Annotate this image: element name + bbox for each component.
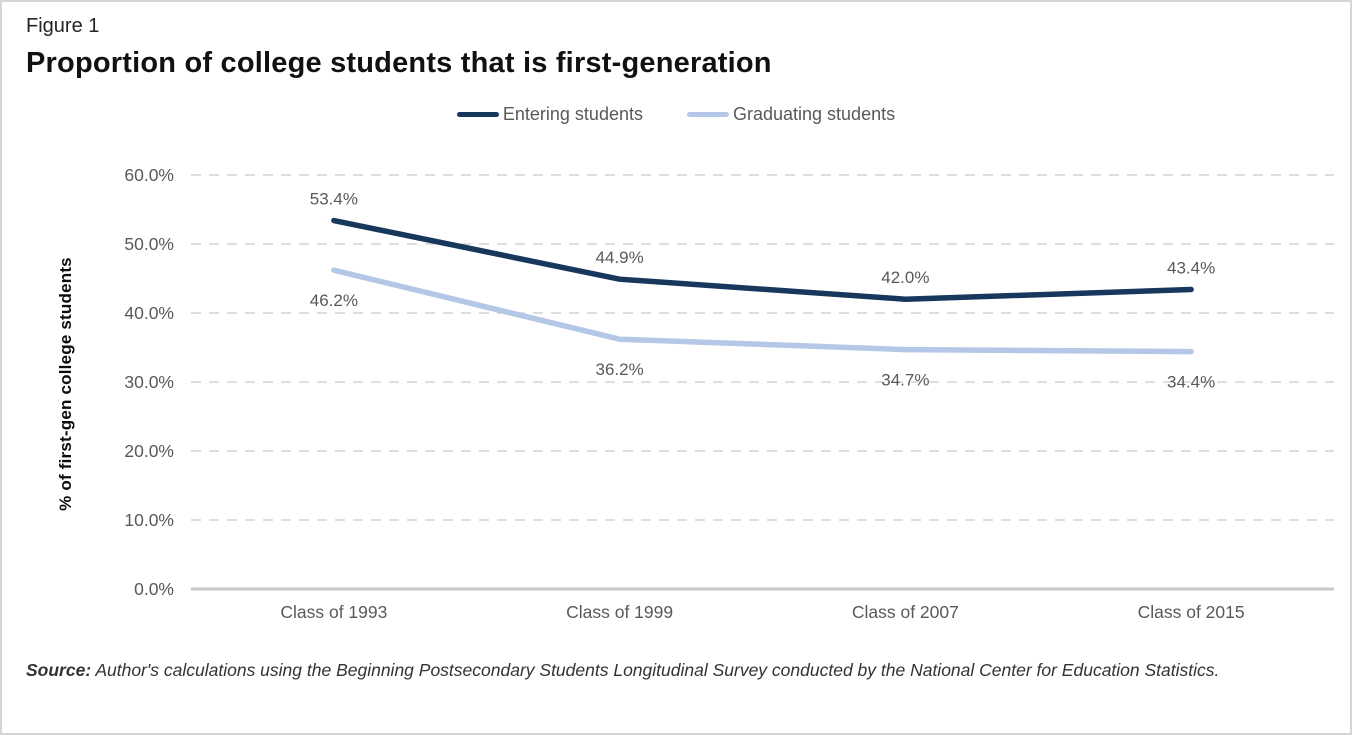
- legend-swatch-graduating-icon: [686, 111, 729, 117]
- data-label: 36.2%: [596, 360, 644, 379]
- x-tick-label: Class of 1999: [566, 602, 673, 622]
- source-note: Source: Author's calculations using the …: [26, 657, 1256, 683]
- legend-label-entering: Entering students: [502, 103, 643, 124]
- x-tick-label: Class of 2015: [1138, 602, 1245, 622]
- line-chart: % of first-gen college students 60.0% 50.…: [26, 152, 1350, 647]
- page-title: Proportion of college students that is f…: [26, 47, 772, 79]
- y-tick-label: 10.0%: [124, 510, 174, 530]
- x-tick-label: Class of 2007: [852, 602, 959, 622]
- data-label: 34.7%: [881, 371, 929, 390]
- source-prefix: Source:: [26, 660, 92, 680]
- series-line-graduating: [331, 267, 1194, 355]
- data-label: 43.4%: [1167, 259, 1215, 278]
- y-tick-label: 30.0%: [124, 372, 174, 392]
- figure-label: Figure 1: [26, 15, 100, 37]
- data-label: 42.0%: [881, 268, 929, 287]
- legend-item-entering: Entering students: [456, 103, 643, 125]
- source-text: Author's calculations using the Beginnin…: [91, 660, 1220, 680]
- data-label: 46.2%: [310, 291, 358, 310]
- y-tick-label: 20.0%: [124, 441, 174, 461]
- y-tick-label: 0.0%: [134, 579, 174, 599]
- y-tick-label: 40.0%: [124, 303, 174, 323]
- legend-label-graduating: Graduating students: [732, 103, 896, 124]
- legend-swatch-entering-icon: [456, 111, 499, 117]
- y-axis-title: % of first-gen college students: [56, 257, 75, 511]
- legend-item-graduating: Graduating students: [686, 103, 896, 125]
- data-label: 53.4%: [310, 190, 358, 209]
- chart-legend: Entering students Graduating students: [26, 102, 1326, 126]
- chart-canvas: 60.0% 50.0% 40.0% 30.0% 20.0% 10.0% 0.0% Class …: [124, 165, 1334, 622]
- x-tick-label: Class of 1993: [280, 602, 387, 622]
- series-line-entering: [331, 217, 1194, 302]
- data-label: 34.4%: [1167, 373, 1215, 392]
- y-tick-label: 50.0%: [124, 234, 174, 254]
- y-tick-label: 60.0%: [124, 165, 174, 185]
- data-label: 44.9%: [596, 248, 644, 267]
